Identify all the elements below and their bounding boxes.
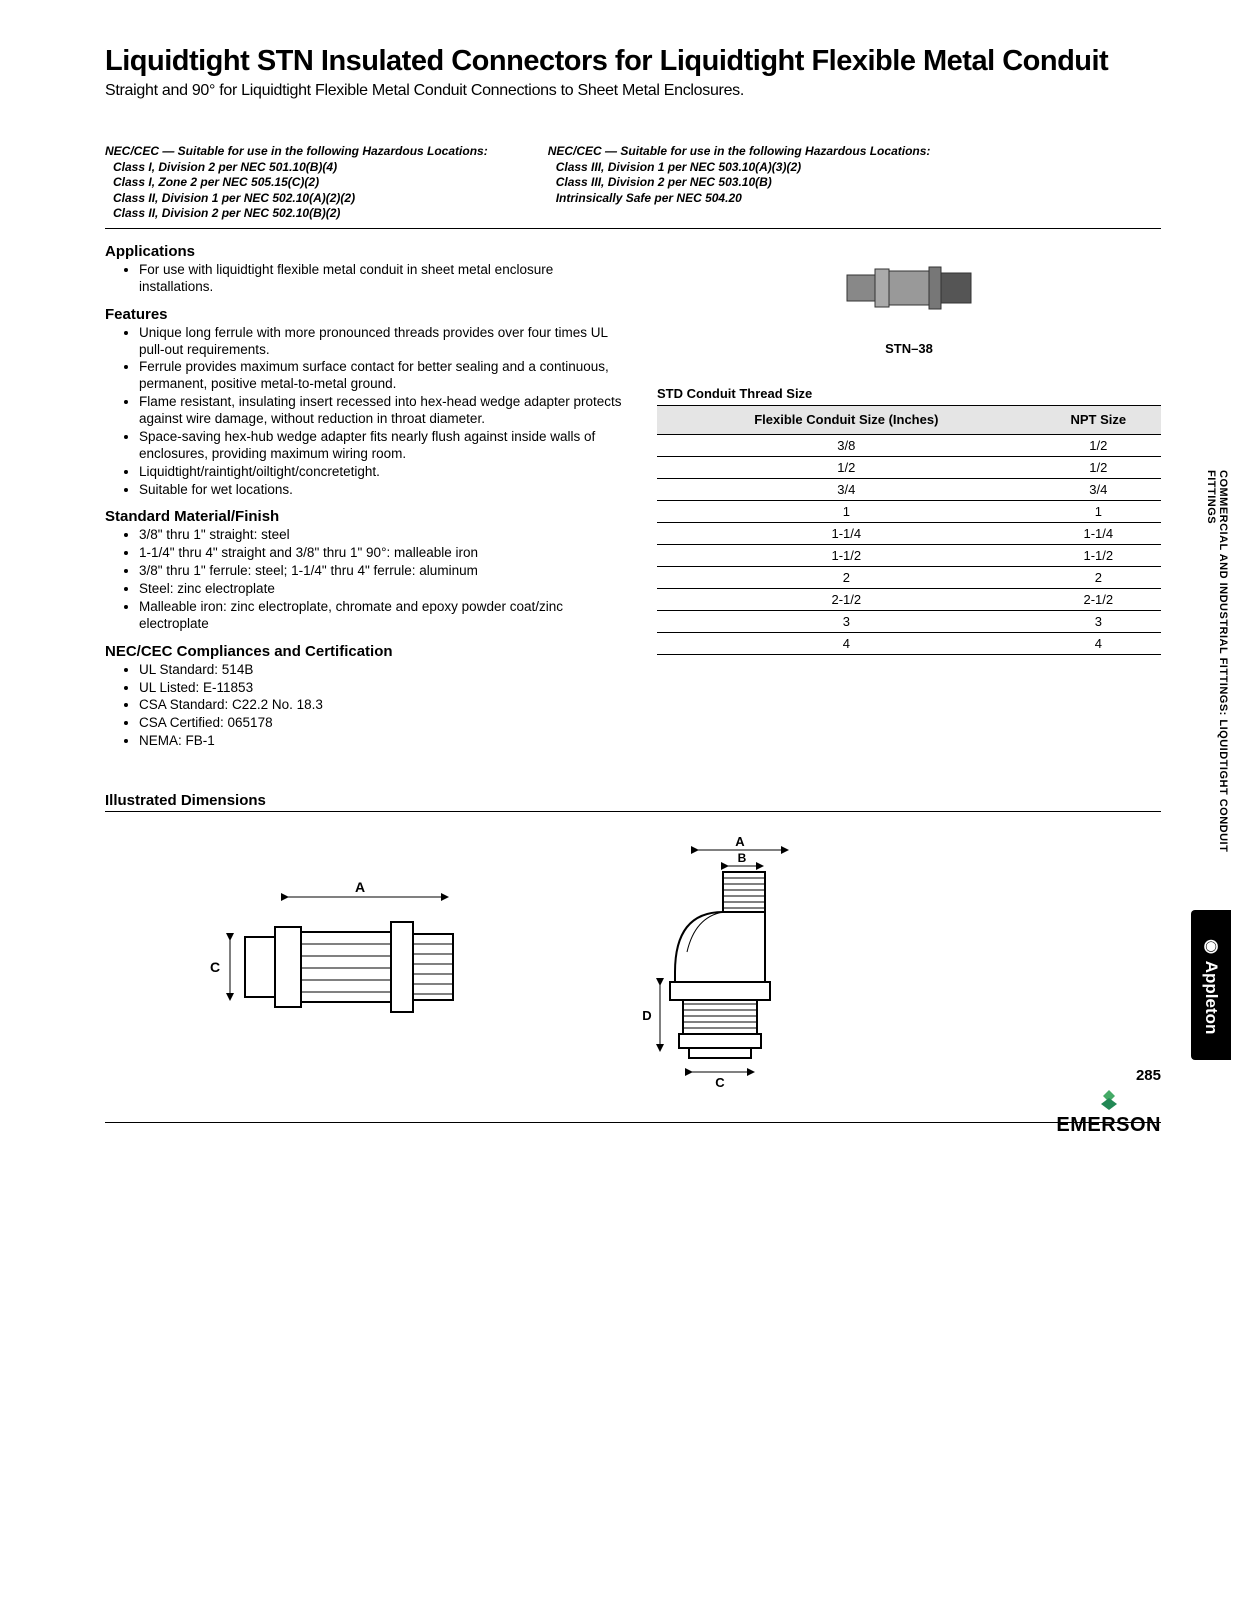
table-row: 11 xyxy=(657,500,1161,522)
product-image xyxy=(829,243,989,333)
straight-connector-diagram: A C xyxy=(185,832,485,1092)
page-footer: 285 EMERSON xyxy=(1056,1067,1161,1137)
nec-col-left: NEC/CEC — Suitable for use in the follow… xyxy=(105,144,488,222)
illustrated-dimensions-heading: Illustrated Dimensions xyxy=(105,792,1161,809)
list-item: Flame resistant, insulating insert reces… xyxy=(139,394,625,428)
nec-left-item: Class II, Division 2 per NEC 502.10(B)(2… xyxy=(113,206,488,222)
nec-right-item: Intrinsically Safe per NEC 504.20 xyxy=(556,191,931,207)
table-row: 22 xyxy=(657,566,1161,588)
product-label: STN–38 xyxy=(657,341,1161,356)
svg-text:D: D xyxy=(642,1008,651,1023)
list-item: For use with liquidtight flexible metal … xyxy=(139,262,625,296)
svg-text:A: A xyxy=(735,834,745,849)
list-item: Steel: zinc electroplate xyxy=(139,581,625,598)
applications-heading: Applications xyxy=(105,243,625,260)
compliances-list: UL Standard: 514B UL Listed: E-11853 CSA… xyxy=(139,662,625,750)
list-item: 1-1/4" thru 4" straight and 3/8" thru 1"… xyxy=(139,545,625,562)
list-item: Liquidtight/raintight/oiltight/concretet… xyxy=(139,464,625,481)
table-row: 3/81/2 xyxy=(657,434,1161,456)
list-item: Space-saving hex-hub wedge adapter fits … xyxy=(139,429,625,463)
nec-left-head: NEC/CEC — Suitable for use in the follow… xyxy=(105,144,488,160)
nec-left-item: Class II, Division 1 per NEC 502.10(A)(2… xyxy=(113,191,488,207)
svg-text:C: C xyxy=(715,1075,725,1090)
side-tab-text: COMMERCIAL AND INDUSTRIAL FITTINGS: LIQU… xyxy=(1205,470,1229,890)
list-item: NEMA: FB-1 xyxy=(139,733,625,750)
thread-size-table: Flexible Conduit Size (Inches) NPT Size … xyxy=(657,405,1161,655)
list-item: Suitable for wet locations. xyxy=(139,482,625,499)
nec-right-item: Class III, Division 1 per NEC 503.10(A)(… xyxy=(556,160,931,176)
table-row: 44 xyxy=(657,632,1161,654)
page-number: 285 xyxy=(1056,1067,1161,1084)
nec-col-right: NEC/CEC — Suitable for use in the follow… xyxy=(548,144,931,222)
table-row: 2-1/22-1/2 xyxy=(657,588,1161,610)
compliances-heading: NEC/CEC Compliances and Certification xyxy=(105,643,625,660)
nec-left-item: Class I, Division 2 per NEC 501.10(B)(4) xyxy=(113,160,488,176)
list-item: UL Standard: 514B xyxy=(139,662,625,679)
list-item: CSA Certified: 065178 xyxy=(139,715,625,732)
dim-a-label: A xyxy=(355,879,365,895)
table-header: Flexible Conduit Size (Inches) xyxy=(657,405,1036,434)
list-item: Malleable iron: zinc electroplate, chrom… xyxy=(139,599,625,633)
thread-table-title: STD Conduit Thread Size xyxy=(657,386,1161,401)
list-item: UL Listed: E-11853 xyxy=(139,680,625,697)
list-item: Unique long ferrule with more pronounced… xyxy=(139,325,625,359)
material-list: 3/8" thru 1" straight: steel 1-1/4" thru… xyxy=(139,527,625,632)
list-item: 3/8" thru 1" ferrule: steel; 1-1/4" thru… xyxy=(139,563,625,580)
nec-right-item: Class III, Division 2 per NEC 503.10(B) xyxy=(556,175,931,191)
brand-tab-text: ◉ Appleton xyxy=(1201,936,1221,1034)
material-heading: Standard Material/Finish xyxy=(105,508,625,525)
page-subtitle: Straight and 90° for Liquidtight Flexibl… xyxy=(105,82,1161,100)
features-list: Unique long ferrule with more pronounced… xyxy=(139,325,625,499)
page-title: Liquidtight STN Insulated Connectors for… xyxy=(105,45,1161,78)
table-header: NPT Size xyxy=(1036,405,1161,434)
table-row: 1-1/21-1/2 xyxy=(657,544,1161,566)
nec-left-item: Class I, Zone 2 per NEC 505.15(C)(2) xyxy=(113,175,488,191)
nec-block: NEC/CEC — Suitable for use in the follow… xyxy=(105,144,1161,222)
elbow-connector-diagram: A B D C xyxy=(605,832,845,1092)
list-item: 3/8" thru 1" straight: steel xyxy=(139,527,625,544)
table-row: 1-1/41-1/4 xyxy=(657,522,1161,544)
table-row: 1/21/2 xyxy=(657,456,1161,478)
applications-list: For use with liquidtight flexible metal … xyxy=(139,262,625,296)
features-heading: Features xyxy=(105,306,625,323)
emerson-logo-text: EMERSON xyxy=(1056,1114,1161,1137)
side-category-tab: COMMERCIAL AND INDUSTRIAL FITTINGS: LIQU… xyxy=(1203,470,1231,890)
divider xyxy=(105,811,1161,812)
table-row: 3/43/4 xyxy=(657,478,1161,500)
list-item: CSA Standard: C22.2 No. 18.3 xyxy=(139,697,625,714)
brand-tab: ◉ Appleton xyxy=(1191,910,1231,1060)
table-row: 33 xyxy=(657,610,1161,632)
list-item: Ferrule provides maximum surface contact… xyxy=(139,359,625,393)
dim-c-label: C xyxy=(210,959,220,975)
svg-text:B: B xyxy=(738,851,747,865)
divider xyxy=(105,228,1161,229)
divider xyxy=(105,1122,1161,1123)
nec-right-head: NEC/CEC — Suitable for use in the follow… xyxy=(548,144,931,160)
emerson-icon xyxy=(1095,1090,1123,1112)
